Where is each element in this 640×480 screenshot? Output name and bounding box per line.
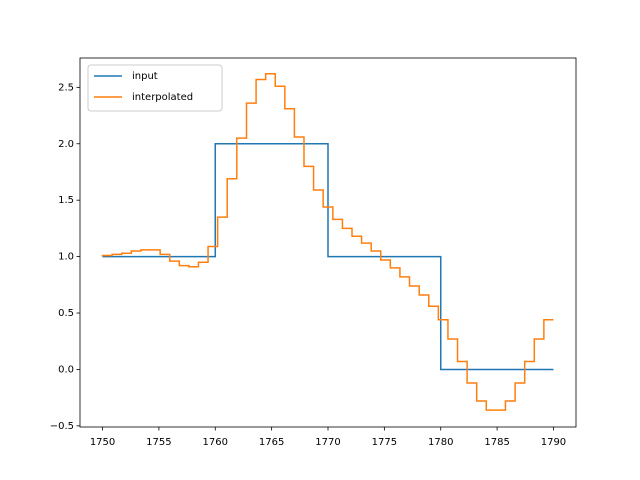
y-tick-label: 1.0 bbox=[58, 252, 74, 263]
legend-label: interpolated bbox=[132, 92, 193, 103]
y-tick-label: 2.0 bbox=[58, 139, 74, 150]
x-tick-label: 1765 bbox=[259, 437, 284, 448]
x-tick-label: 1785 bbox=[484, 437, 509, 448]
x-tick-label: 1780 bbox=[428, 437, 453, 448]
legend-label: input bbox=[132, 71, 158, 82]
y-tick-label: 0.0 bbox=[58, 364, 74, 375]
x-tick-label: 1755 bbox=[146, 437, 171, 448]
step-line bbox=[102, 143, 554, 371]
step-line bbox=[101, 73, 554, 411]
x-tick-label: 1750 bbox=[90, 437, 115, 448]
x-tick-label: 1775 bbox=[372, 437, 397, 448]
x-tick-label: 1790 bbox=[541, 437, 566, 448]
y-tick-label: 0.5 bbox=[58, 308, 74, 319]
y-tick-label: 2.5 bbox=[58, 82, 74, 93]
x-tick-label: 1770 bbox=[315, 437, 340, 448]
axes-frame bbox=[79, 57, 577, 428]
y-tick-label: 1.5 bbox=[58, 195, 74, 206]
x-tick-label: 1760 bbox=[203, 437, 228, 448]
y-tick-label: −0.5 bbox=[50, 421, 74, 432]
